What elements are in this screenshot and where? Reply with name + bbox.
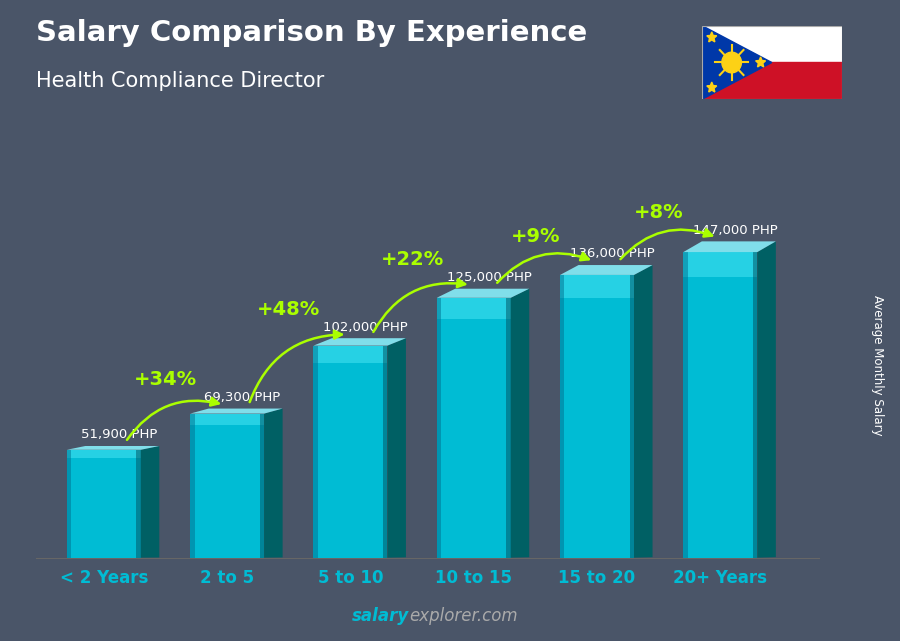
Bar — [702, 62, 842, 99]
Polygon shape — [507, 298, 510, 558]
Polygon shape — [190, 413, 264, 425]
Polygon shape — [140, 446, 159, 558]
Text: +48%: +48% — [257, 300, 320, 319]
Polygon shape — [683, 252, 757, 276]
Polygon shape — [436, 288, 529, 298]
Text: +9%: +9% — [510, 227, 560, 246]
Polygon shape — [634, 265, 652, 558]
Polygon shape — [190, 408, 283, 413]
Polygon shape — [313, 345, 387, 363]
Text: +34%: +34% — [134, 370, 197, 389]
Polygon shape — [436, 298, 441, 558]
Polygon shape — [190, 413, 264, 558]
Polygon shape — [683, 252, 688, 558]
Polygon shape — [753, 252, 757, 558]
Text: Salary Comparison By Experience: Salary Comparison By Experience — [36, 19, 587, 47]
Circle shape — [722, 52, 742, 73]
Text: salary: salary — [352, 607, 410, 625]
Polygon shape — [510, 288, 529, 558]
Polygon shape — [436, 298, 510, 558]
Polygon shape — [706, 82, 716, 92]
Polygon shape — [67, 450, 140, 558]
Polygon shape — [67, 450, 71, 558]
Polygon shape — [630, 275, 634, 558]
Text: +22%: +22% — [381, 251, 444, 269]
Text: 51,900 PHP: 51,900 PHP — [81, 428, 158, 442]
Polygon shape — [67, 450, 140, 458]
Polygon shape — [313, 338, 406, 345]
Text: 125,000 PHP: 125,000 PHP — [446, 271, 532, 284]
Text: 69,300 PHP: 69,300 PHP — [204, 391, 281, 404]
Polygon shape — [560, 275, 634, 558]
Polygon shape — [190, 413, 194, 558]
Polygon shape — [313, 345, 318, 558]
Polygon shape — [560, 275, 564, 558]
Text: Average Monthly Salary: Average Monthly Salary — [871, 295, 884, 436]
Polygon shape — [706, 32, 716, 42]
Polygon shape — [560, 275, 634, 297]
Polygon shape — [260, 413, 264, 558]
Polygon shape — [756, 57, 766, 67]
Polygon shape — [683, 252, 757, 558]
Text: 136,000 PHP: 136,000 PHP — [570, 247, 655, 260]
Polygon shape — [264, 408, 283, 558]
Polygon shape — [757, 242, 776, 558]
Polygon shape — [67, 446, 159, 450]
Text: 147,000 PHP: 147,000 PHP — [693, 224, 778, 237]
Text: Health Compliance Director: Health Compliance Director — [36, 71, 324, 90]
Polygon shape — [560, 265, 652, 275]
Text: explorer.com: explorer.com — [410, 607, 518, 625]
Text: 102,000 PHP: 102,000 PHP — [323, 320, 409, 333]
Text: +8%: +8% — [634, 203, 683, 222]
Polygon shape — [387, 338, 406, 558]
Polygon shape — [137, 450, 140, 558]
Polygon shape — [702, 26, 772, 99]
Bar — [702, 26, 842, 62]
Polygon shape — [383, 345, 387, 558]
Polygon shape — [436, 298, 510, 319]
Polygon shape — [683, 242, 776, 252]
Polygon shape — [313, 345, 387, 558]
